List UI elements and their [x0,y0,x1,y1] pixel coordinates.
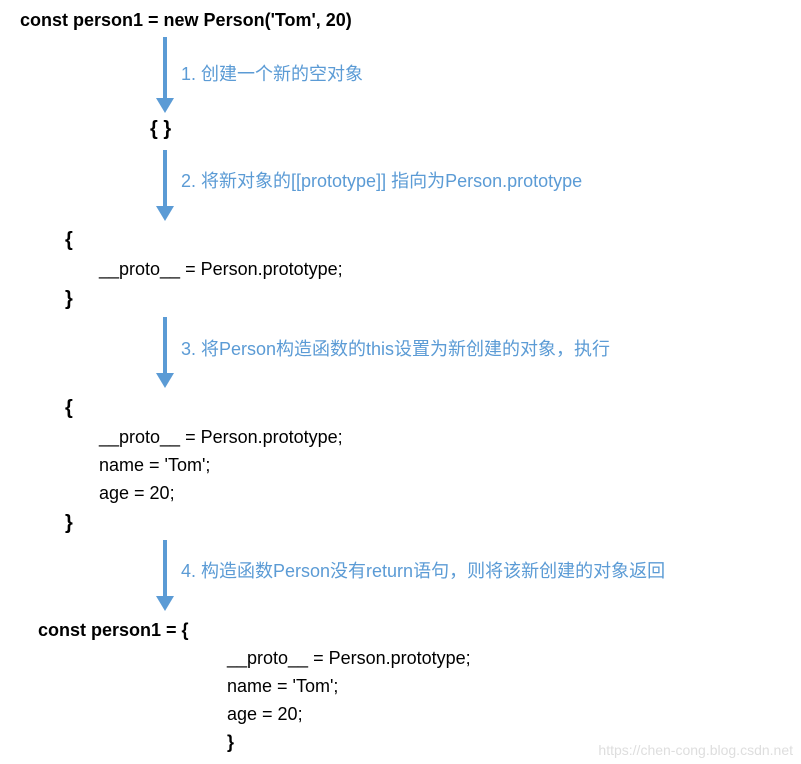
step-1-label: 1. 创建一个新的空对象 [181,60,363,86]
code-line-proto: __proto__ = Person.prototype; [65,424,343,452]
final-result-block: const person1 = { __proto__ = Person.pro… [38,617,471,756]
step-2-label: 2. 将新对象的[[prototype]] 指向为Person.prototyp… [181,167,582,193]
watermark: https://chen-cong.blog.csdn.net [598,742,793,758]
brace-close: } [65,508,343,539]
code-line-proto: __proto__ = Person.prototype; [65,256,343,284]
final-head: const person1 = { [38,617,471,645]
code-line-name: name = 'Tom'; [65,452,343,480]
code-line-age: age = 20; [65,480,343,508]
step-3-label: 3. 将Person构造函数的this设置为新创建的对象，执行 [181,335,610,361]
empty-object: { } [150,118,171,141]
final-line-age: age = 20; [38,701,471,729]
code-block-proto: { __proto__ = Person.prototype; } [65,225,343,315]
final-line-name: name = 'Tom'; [38,673,471,701]
title-code: const person1 = new Person('Tom', 20) [20,10,352,31]
step-4-label: 4. 构造函数Person没有return语句，则将该新创建的对象返回 [181,557,665,583]
final-brace-close: } [38,729,471,757]
brace-open: { [65,225,343,256]
brace-open: { [65,393,343,424]
final-line-proto: __proto__ = Person.prototype; [38,645,471,673]
brace-close: } [65,284,343,315]
code-block-full: { __proto__ = Person.prototype; name = '… [65,393,343,539]
